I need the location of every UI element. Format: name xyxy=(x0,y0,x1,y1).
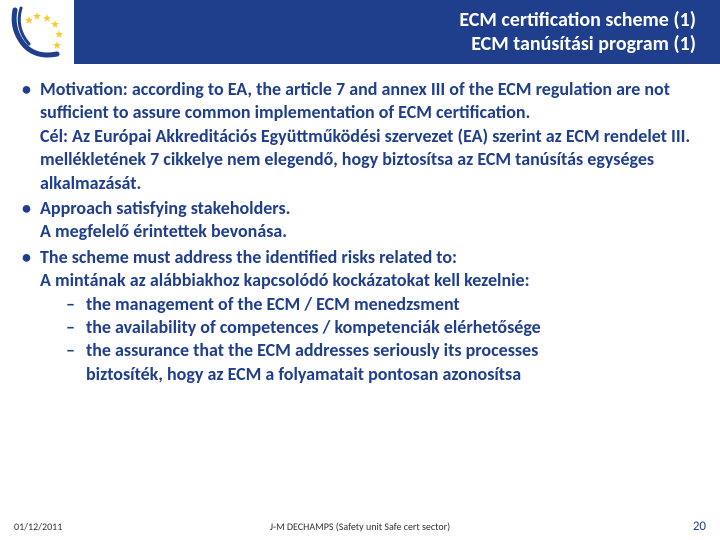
sub-bullet-text: the availability of competences / kompet… xyxy=(86,316,541,338)
era-logo-icon xyxy=(7,6,67,58)
sub-bullet-item: the management of the ECM / ECM menedzsm… xyxy=(66,293,702,316)
title-en: ECM certification scheme (1) xyxy=(74,8,696,32)
logo-container xyxy=(0,0,74,64)
footer-page-number: 20 xyxy=(693,519,706,534)
sub-bullet-text: the assurance that the ECM addresses ser… xyxy=(86,339,538,361)
title-hu: ECM tanúsítási program (1) xyxy=(74,32,696,56)
bullet-item: Approach satisfying stakeholders.A megfe… xyxy=(18,197,702,244)
bullet-item: The scheme must address the identified r… xyxy=(18,246,702,386)
footer-author: J-M DECHAMPS (Safety unit Safe cert sect… xyxy=(270,520,450,533)
header-bar: ECM certification scheme (1) ECM tanúsít… xyxy=(0,0,720,64)
sub-bullet-continuation: biztosíték, hogy az ECM a folyamatait po… xyxy=(40,363,702,386)
sub-bullet-item: the availability of competences / kompet… xyxy=(66,316,702,339)
bullet-text: Approach satisfying stakeholders.A megfe… xyxy=(40,197,290,242)
footer: 01/12/2011 J-M DECHAMPS (Safety unit Saf… xyxy=(0,519,720,534)
bullet-item: Motivation: according to EA, the article… xyxy=(18,78,702,195)
sub-bullet-item: the assurance that the ECM addresses ser… xyxy=(66,339,702,362)
bullet-text: Motivation: according to EA, the article… xyxy=(40,78,690,194)
content-area: Motivation: according to EA, the article… xyxy=(0,64,720,386)
sub-bullet-list: the management of the ECM / ECM menedzsm… xyxy=(40,293,702,363)
bullet-text: The scheme must address the identified r… xyxy=(40,246,530,291)
footer-date: 01/12/2011 xyxy=(14,520,62,533)
sub-bullet-text: the management of the ECM / ECM menedzsm… xyxy=(86,293,460,315)
bullet-list: Motivation: according to EA, the article… xyxy=(18,78,702,386)
title-area: ECM certification scheme (1) ECM tanúsít… xyxy=(74,8,720,56)
